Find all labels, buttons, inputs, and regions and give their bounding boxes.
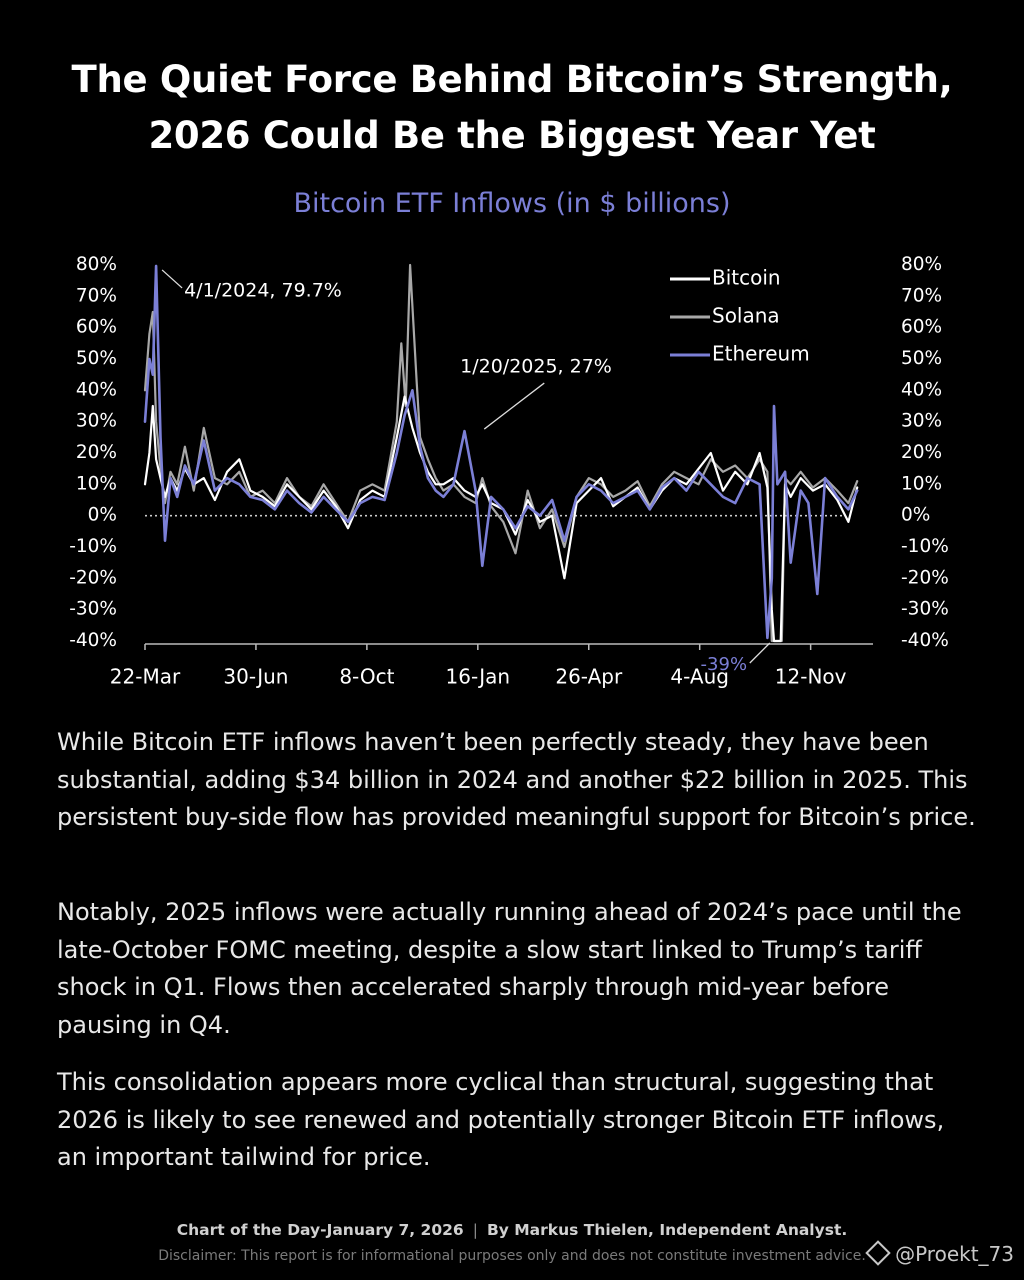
y-tick-label-right: 20% (901, 442, 942, 463)
y-tick-label-left: 10% (76, 473, 117, 494)
headline: The Quiet Force Behind Bitcoin’s Strengt… (0, 52, 1024, 164)
y-tick-label-right: -30% (901, 599, 949, 620)
x-tick-label: 8-Oct (339, 665, 394, 689)
annotation-leader (749, 642, 771, 664)
footer-date: Chart of the Day-January 7, 2026 (176, 1221, 464, 1239)
annotation-leader (161, 269, 183, 289)
y-tick-label-left: 20% (76, 442, 117, 463)
x-tick-label: 16-Jan (446, 665, 511, 689)
legend-label-bitcoin: Bitcoin (712, 266, 781, 290)
y-tick-label-right: 0% (901, 505, 930, 526)
y-tick-label-right: 30% (901, 411, 942, 432)
x-tick-label: 22-Mar (110, 665, 181, 689)
chart-annotations: 4/1/2024, 79.7% 1/20/2025, 27% -39% (161, 269, 771, 675)
footer-author: By Markus Thielen, Independent Analyst. (486, 1221, 848, 1239)
y-tick-label-left: 30% (76, 411, 117, 432)
y-tick-label-left: -10% (69, 536, 117, 557)
headline-line-1: The Quiet Force Behind Bitcoin’s Strengt… (71, 58, 953, 101)
paragraph-1: While Bitcoin ETF inflows haven’t been p… (57, 728, 976, 831)
y-tick-label-left: -30% (69, 599, 117, 620)
y-tick-label-left: -40% (69, 630, 117, 651)
x-tick-label: 4-Aug (670, 665, 729, 689)
y-tick-label-right: -40% (901, 630, 949, 651)
y-tick-label-right: 50% (901, 348, 942, 369)
annotation-peak-2024: 4/1/2024, 79.7% (184, 279, 342, 301)
y-tick-label-left: 40% (76, 379, 117, 400)
paragraph-3: This consolidation appears more cyclical… (57, 1068, 945, 1171)
legend-label-ethereum: Ethereum (712, 342, 810, 366)
x-tick-label: 30-Jun (223, 665, 288, 689)
y-tick-label-right: 40% (901, 379, 942, 400)
annotation-leader (483, 382, 545, 430)
x-tick-label: 12-Nov (775, 665, 847, 689)
y-tick-label-right: 60% (901, 317, 942, 338)
chart-legend: Bitcoin Solana Ethereum (670, 266, 810, 366)
series-line-ethereum (143, 264, 859, 640)
y-tick-label-left: 0% (88, 505, 117, 526)
y-tick-label-left: 60% (76, 317, 117, 338)
y-tick-label-right: -20% (901, 567, 949, 588)
watermark-handle: @Proekt_73 (895, 1242, 1014, 1266)
binance-diamond-icon (865, 1240, 891, 1266)
chart-title: Bitcoin ETF Inflows (in $ billions) (293, 188, 731, 219)
y-tick-label-right: -10% (901, 536, 949, 557)
y-tick-label-right: 80% (901, 254, 942, 275)
disclaimer: Disclaimer: This report is for informati… (158, 1248, 866, 1264)
chart-axes: 80% 80% 70% 70% 60% 60% 50% 50% 40% 40% 30% 30% 20% 2… (69, 254, 949, 689)
watermark: @Proekt_73 (865, 1240, 1014, 1268)
y-tick-label-right: 70% (901, 285, 942, 306)
y-tick-label-left: -20% (69, 567, 117, 588)
y-tick-label-left: 50% (76, 348, 117, 369)
x-tick-label: 26-Apr (555, 665, 623, 689)
legend-label-solana: Solana (712, 304, 780, 328)
series-line-bitcoin (143, 395, 859, 643)
chart-series (143, 263, 859, 643)
y-tick-label-left: 80% (76, 254, 117, 275)
footer-credit: Chart of the Day-January 7, 2026 | By Mark… (0, 1218, 1024, 1242)
footer-separator: | (472, 1221, 478, 1239)
etf-inflows-chart: 80% 80% 70% 70% 60% 60% 50% 50% 40% 40% 30% 30% 20% 2… (69, 254, 949, 689)
y-tick-label-right: 10% (901, 473, 942, 494)
annotation-trough: -39% (701, 654, 748, 675)
paragraph-2: Notably, 2025 inflows were actually runn… (57, 898, 962, 1039)
annotation-peak-2025: 1/20/2025, 27% (460, 356, 612, 378)
y-tick-label-left: 70% (76, 285, 117, 306)
headline-line-2: 2026 Could Be the Biggest Year Yet (148, 114, 876, 157)
